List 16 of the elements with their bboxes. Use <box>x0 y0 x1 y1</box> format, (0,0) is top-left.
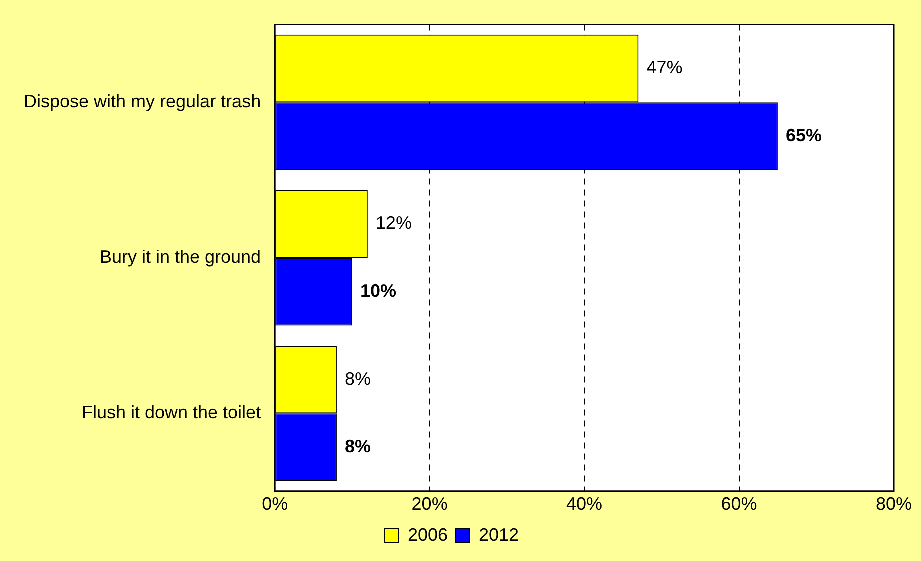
data-label: 47% <box>646 58 683 78</box>
x-tick-label: 80% <box>876 494 912 514</box>
x-tick-label: 20% <box>412 494 448 514</box>
y-tick-label: Flush it down the toilet <box>82 402 262 423</box>
data-label: 8% <box>344 436 371 456</box>
data-label: 65% <box>786 125 822 146</box>
x-tick-label: 40% <box>566 494 603 514</box>
x-tick-label: 60% <box>721 494 758 514</box>
data-label: 10% <box>360 280 396 301</box>
data-label: 8% <box>344 368 371 389</box>
y-tick-label: Bury it in the ground <box>100 247 262 268</box>
y-tick-label: Dispose with my regular trash <box>24 92 262 112</box>
legend-label: 2012 <box>479 524 520 545</box>
data-label: 12% <box>376 213 412 234</box>
legend-label: 2006 <box>408 524 448 545</box>
x-tick-label: 0% <box>262 494 288 514</box>
